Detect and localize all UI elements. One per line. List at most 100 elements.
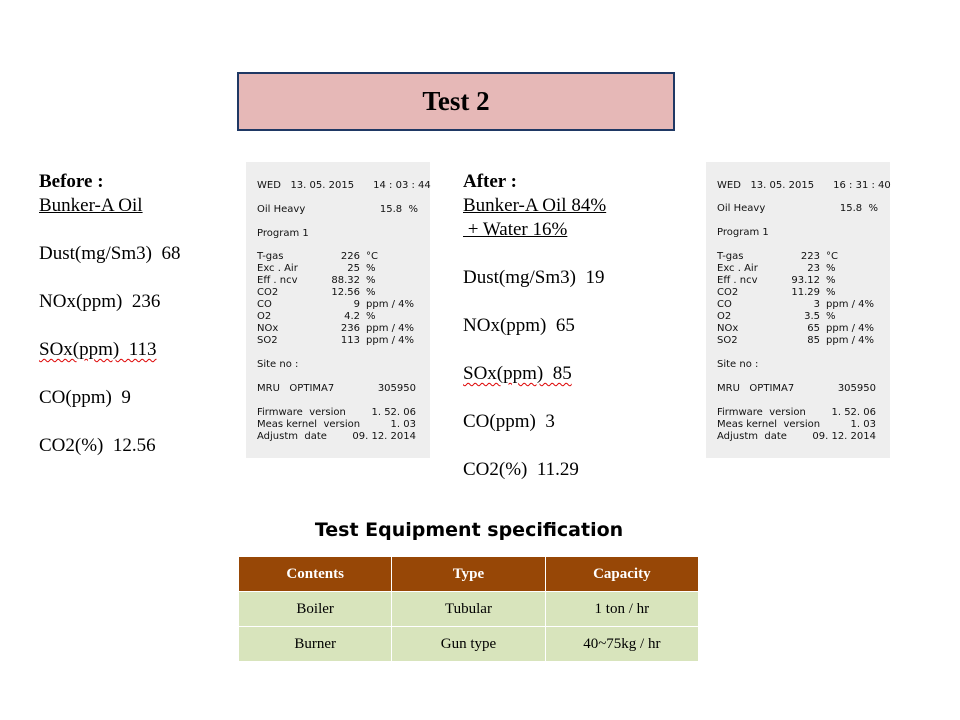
printout-row-label: CO2 bbox=[257, 287, 279, 298]
after-co2: CO2(%) 11.29 bbox=[463, 459, 579, 480]
table-row: Boiler Tubular 1 ton / hr bbox=[237, 591, 700, 627]
after-water: + Water 16% bbox=[463, 219, 568, 240]
printout-row-unit: % bbox=[826, 287, 836, 298]
before-co2: CO2(%) 12.56 bbox=[39, 435, 156, 456]
printout-row-unit: % bbox=[826, 311, 836, 322]
before-column: Before : Bunker-A Oil Dust(mg/Sm3) 68 NO… bbox=[39, 170, 180, 458]
printout-row-unit: % bbox=[826, 263, 836, 274]
before-fuel: Bunker-A Oil bbox=[39, 195, 143, 216]
printout-fw-value: 1. 52. 06 bbox=[371, 407, 416, 418]
printout-row-value: 11.29 bbox=[791, 287, 820, 298]
printout-oil: Oil Heavy bbox=[257, 204, 306, 215]
printout-row-unit: % bbox=[366, 311, 376, 322]
printout-row-label: NOx bbox=[257, 323, 279, 334]
printout-row-label: Eff . ncv bbox=[257, 275, 298, 286]
table-cell: Burner bbox=[237, 626, 393, 662]
printout-oil-value: 15.8 % bbox=[379, 204, 418, 215]
before-co: CO(ppm) 9 bbox=[39, 387, 131, 408]
printout-row-unit: % bbox=[366, 275, 376, 286]
printout-row-value: 223 bbox=[800, 251, 820, 262]
table-cell: Tubular bbox=[391, 591, 546, 627]
table-header: Contents bbox=[237, 556, 393, 592]
table-header-row: Contents Type Capacity bbox=[237, 556, 700, 592]
printout-row-label: Exc . Air bbox=[717, 263, 758, 274]
printout-fw-label: Meas kernel version bbox=[257, 419, 361, 430]
printout-row-label: NOx bbox=[717, 323, 739, 334]
printout-row-label: CO bbox=[257, 299, 272, 310]
table-cell: Gun type bbox=[391, 626, 546, 662]
before-heading: Before : bbox=[39, 171, 104, 192]
printout-fw-label: Meas kernel version bbox=[717, 419, 821, 430]
printout-program: Program 1 bbox=[717, 227, 769, 238]
printout-row-value: 4.2 bbox=[344, 311, 360, 322]
printout-row-label: SO2 bbox=[257, 335, 278, 346]
printout-row-label: Exc . Air bbox=[257, 263, 298, 274]
printout-mru: MRU OPTIMA7 bbox=[257, 383, 335, 394]
printout-date: WED 13. 05. 2015 16 : 31 : 40 bbox=[717, 180, 891, 191]
analyzer-printout-after: WED 13. 05. 2015 16 : 31 : 40 Oil Heavy … bbox=[706, 162, 891, 458]
printout-row-label: O2 bbox=[717, 311, 732, 322]
printout-row-unit: °C bbox=[826, 251, 838, 262]
printout-row-value: 25 bbox=[347, 263, 360, 274]
printout-row-unit: % bbox=[826, 275, 836, 286]
printout-row-unit: °C bbox=[366, 251, 378, 262]
printout-oil-value: 15.8 % bbox=[839, 203, 878, 214]
analyzer-printout-before: WED 13. 05. 2015 14 : 03 : 44 Oil Heavy … bbox=[246, 162, 431, 458]
printout-row-label: T-gas bbox=[257, 251, 284, 262]
printout-fw-value: 1. 03 bbox=[850, 419, 876, 430]
printout-row-label: CO bbox=[717, 299, 732, 310]
printout-mru: MRU OPTIMA7 bbox=[717, 383, 795, 394]
table-cell: 40~75kg / hr bbox=[544, 626, 700, 662]
printout-row-value: 88.32 bbox=[331, 275, 360, 286]
printout-row-label: T-gas bbox=[717, 251, 744, 262]
printout-site: Site no : bbox=[257, 359, 299, 370]
before-sox: SOx(ppm) 113 bbox=[39, 339, 157, 360]
printout-fw-label: Adjustm date bbox=[717, 431, 787, 442]
printout-row-value: 12.56 bbox=[331, 287, 360, 298]
printout-date: WED 13. 05. 2015 14 : 03 : 44 bbox=[257, 180, 431, 191]
slide-title-box: Test 2 bbox=[237, 72, 675, 131]
table-header: Capacity bbox=[544, 556, 700, 592]
printout-row-value: 23 bbox=[807, 263, 820, 274]
after-nox: NOx(ppm) 65 bbox=[463, 315, 575, 336]
printout-row-label: Eff . ncv bbox=[717, 275, 758, 286]
printout-row-label: O2 bbox=[257, 311, 272, 322]
printout-row-value: 3.5 bbox=[804, 311, 820, 322]
printout-row-unit: % bbox=[366, 287, 376, 298]
after-co: CO(ppm) 3 bbox=[463, 411, 555, 432]
printout-program: Program 1 bbox=[257, 228, 309, 239]
table-header: Type bbox=[391, 556, 546, 592]
printout-fw-label: Firmware version bbox=[717, 407, 806, 418]
after-dust: Dust(mg/Sm3) 19 bbox=[463, 267, 605, 288]
after-heading: After : bbox=[463, 171, 517, 192]
slide-title: Test 2 bbox=[422, 86, 490, 116]
equipment-table: Contents Type Capacity Boiler Tubular 1 … bbox=[237, 556, 700, 662]
printout-row-value: 93.12 bbox=[791, 275, 820, 286]
printout-mru-value: 305950 bbox=[377, 383, 416, 394]
after-fuel: Bunker-A Oil 84% bbox=[463, 195, 607, 216]
table-cell: Boiler bbox=[237, 591, 393, 627]
printout-row-unit: ppm / 4% bbox=[826, 299, 875, 310]
after-sox: SOx(ppm) 85 bbox=[463, 363, 572, 384]
printout-oil: Oil Heavy bbox=[717, 203, 766, 214]
printout-row-label: SO2 bbox=[717, 335, 738, 346]
printout-row-unit: ppm / 4% bbox=[366, 335, 415, 346]
printout-fw-label: Firmware version bbox=[257, 407, 346, 418]
printout-fw-value: 09. 12. 2014 bbox=[812, 431, 876, 442]
printout-row-value: 65 bbox=[807, 323, 820, 334]
printout-row-value: 85 bbox=[807, 335, 820, 346]
before-nox: NOx(ppm) 236 bbox=[39, 291, 161, 312]
table-cell: 1 ton / hr bbox=[544, 591, 700, 627]
printout-row-value: 113 bbox=[340, 335, 360, 346]
printout-fw-label: Adjustm date bbox=[257, 431, 327, 442]
equipment-title: Test Equipment specification bbox=[314, 519, 624, 541]
printout-fw-value: 09. 12. 2014 bbox=[352, 431, 416, 442]
printout-row-unit: ppm / 4% bbox=[366, 323, 415, 334]
before-dust: Dust(mg/Sm3) 68 bbox=[39, 243, 181, 264]
printout-row-unit: ppm / 4% bbox=[366, 299, 415, 310]
table-row: Burner Gun type 40~75kg / hr bbox=[237, 626, 700, 662]
printout-row-unit: % bbox=[366, 263, 376, 274]
printout-row-label: CO2 bbox=[717, 287, 739, 298]
printout-fw-value: 1. 52. 06 bbox=[831, 407, 876, 418]
printout-row-value: 236 bbox=[340, 323, 360, 334]
